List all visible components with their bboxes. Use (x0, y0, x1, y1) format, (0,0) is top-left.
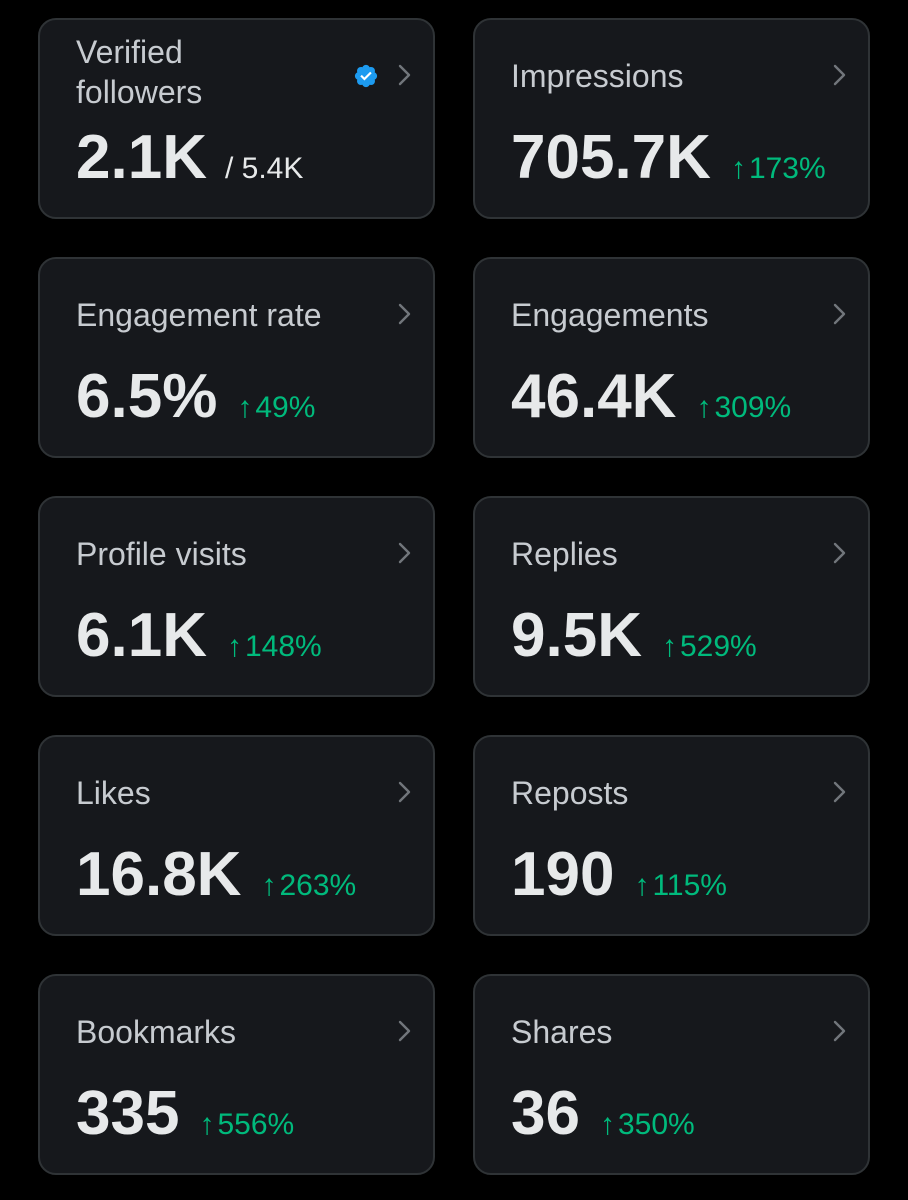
chevron-right-icon (832, 777, 848, 807)
card-title: Engagements (511, 297, 709, 333)
arrow-up-icon: ↑ (226, 630, 242, 663)
chevron-right-icon (397, 538, 413, 568)
metric-value: 6.5% (76, 362, 218, 431)
metric-change: ↑ 49% (237, 391, 315, 425)
metric-change: ↑ 529% (662, 630, 757, 664)
card-engagement-rate[interactable]: Engagement rate 6.5% ↑ 49% (38, 257, 435, 458)
change-percent: 309% (714, 391, 792, 424)
metric-value: 9.5K (511, 601, 642, 670)
metric-value: 335 (76, 1079, 180, 1148)
metric-change: ↑ 173% (731, 152, 826, 186)
metric-change: ↑ 148% (227, 630, 322, 664)
card-value-row: 46.4K ↑ 309% (511, 365, 791, 429)
card-title: Impressions (511, 58, 684, 94)
metrics-grid: Verified followers 2.1K / 5.4K Impressio… (38, 18, 871, 1175)
card-title: Replies (511, 536, 618, 572)
arrow-up-icon: ↑ (634, 869, 650, 902)
card-replies[interactable]: Replies 9.5K ↑ 529% (473, 496, 870, 697)
metric-change: ↑ 263% (261, 869, 356, 903)
metric-change: ↑ 350% (600, 1108, 695, 1142)
card-impressions[interactable]: Impressions 705.7K ↑ 173% (473, 18, 870, 219)
change-percent: 263% (279, 869, 357, 902)
card-engagements[interactable]: Engagements 46.4K ↑ 309% (473, 257, 870, 458)
metric-change: ↑ 115% (634, 869, 727, 903)
card-value-row: 705.7K ↑ 173% (511, 126, 826, 190)
card-value-row: 6.1K ↑ 148% (76, 604, 322, 668)
card-value-row: 335 ↑ 556% (76, 1082, 294, 1146)
change-percent: 49% (255, 391, 316, 424)
metric-value: 36 (511, 1079, 580, 1148)
card-verified-followers[interactable]: Verified followers 2.1K / 5.4K (38, 18, 435, 219)
metric-change: ↑ 556% (199, 1108, 294, 1142)
card-bookmarks[interactable]: Bookmarks 335 ↑ 556% (38, 974, 435, 1175)
card-title: Verified followers (76, 34, 203, 110)
change-percent: 350% (617, 1108, 695, 1141)
card-title: Bookmarks (76, 1014, 237, 1050)
card-value-row: 9.5K ↑ 529% (511, 604, 757, 668)
change-percent: 529% (679, 630, 757, 663)
change-percent: 556% (217, 1108, 295, 1141)
card-title: Engagement rate (76, 297, 322, 333)
chevron-right-icon (832, 60, 848, 90)
metric-value: 6.1K (76, 601, 207, 670)
arrow-up-icon: ↑ (730, 152, 746, 185)
change-percent: 173% (748, 152, 826, 185)
metric-value: 16.8K (76, 840, 242, 909)
card-value-row: 190 ↑ 115% (511, 843, 727, 907)
card-likes[interactable]: Likes 16.8K ↑ 263% (38, 735, 435, 936)
metric-change: ↑ 309% (696, 391, 791, 425)
change-percent: 148% (244, 630, 322, 663)
arrow-up-icon: ↑ (199, 1108, 215, 1141)
arrow-up-icon: ↑ (237, 391, 253, 424)
chevron-right-icon (397, 299, 413, 329)
metric-total: / 5.4K (224, 152, 304, 185)
metric-value: 705.7K (511, 123, 711, 192)
verified-badge-icon (353, 63, 379, 89)
card-title: Shares (511, 1014, 613, 1050)
card-value-row: 36 ↑ 350% (511, 1082, 695, 1146)
arrow-up-icon: ↑ (696, 391, 712, 424)
chevron-right-icon (397, 777, 413, 807)
card-profile-visits[interactable]: Profile visits 6.1K ↑ 148% (38, 496, 435, 697)
chevron-right-icon (832, 538, 848, 568)
card-title: Profile visits (76, 536, 247, 572)
arrow-up-icon: ↑ (661, 630, 677, 663)
card-shares[interactable]: Shares 36 ↑ 350% (473, 974, 870, 1175)
card-reposts[interactable]: Reposts 190 ↑ 115% (473, 735, 870, 936)
arrow-up-icon: ↑ (261, 869, 277, 902)
chevron-right-icon (832, 299, 848, 329)
card-value-row: 16.8K ↑ 263% (76, 843, 356, 907)
card-title: Reposts (511, 775, 629, 811)
chevron-right-icon (397, 1016, 413, 1046)
metric-value: 2.1K (76, 123, 207, 192)
card-value-row: 2.1K / 5.4K (76, 126, 303, 190)
arrow-up-icon: ↑ (599, 1108, 615, 1141)
chevron-right-icon (397, 60, 413, 90)
chevron-right-icon (832, 1016, 848, 1046)
metric-value: 46.4K (511, 362, 677, 431)
card-value-row: 6.5% ↑ 49% (76, 365, 315, 429)
metric-value: 190 (511, 840, 615, 909)
change-percent: 115% (652, 869, 727, 902)
card-title: Likes (76, 775, 151, 811)
